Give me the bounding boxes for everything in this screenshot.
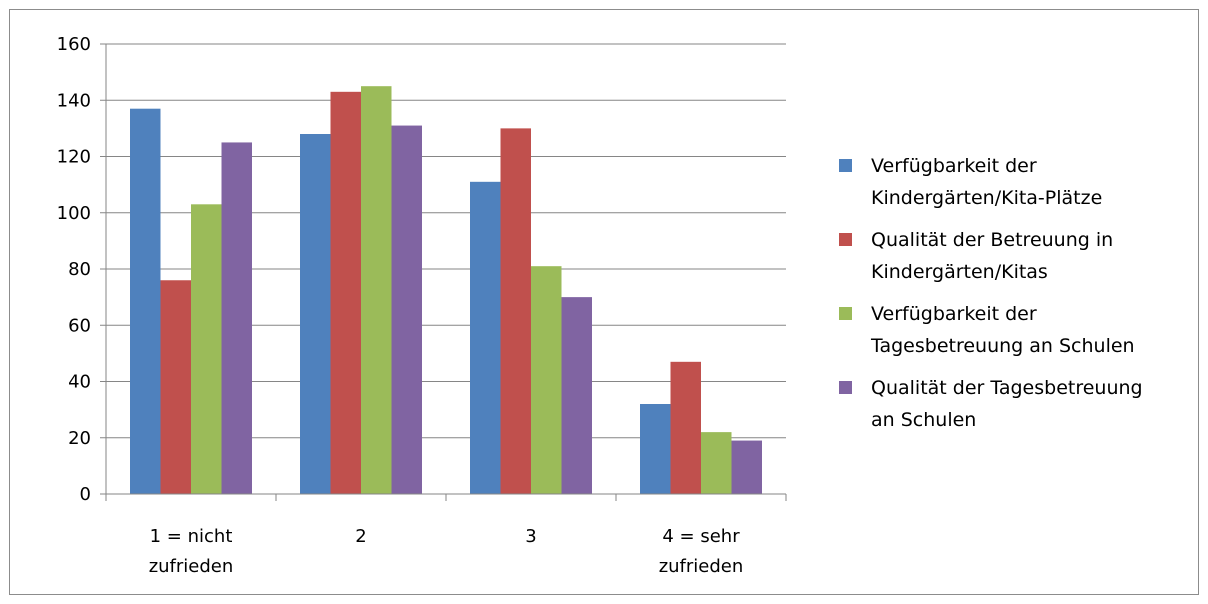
legend-swatch <box>839 233 852 246</box>
y-tick-label: 140 <box>57 90 91 111</box>
y-tick-labels: 0 20 40 60 80 100 120 140 160 <box>57 34 91 505</box>
legend: Verfügbarkeit der Kindergärten/Kita-Plätz… <box>839 155 1143 431</box>
legend-label: Verfügbarkeit der Kindergärten/Kita-Plätz… <box>871 155 1102 209</box>
legend-swatch <box>839 159 852 172</box>
y-tick-label: 120 <box>57 147 91 168</box>
bars <box>130 86 762 494</box>
legend-label: Qualität der Tagesbetreuung an Schulen <box>871 377 1143 431</box>
bar <box>300 134 331 494</box>
legend-label: Qualität der Betreuung in Kindergärten/Ki… <box>871 229 1113 283</box>
x-tick-label: 4 = sehr zufrieden <box>659 526 744 577</box>
axes <box>100 43 787 501</box>
bar <box>701 432 732 494</box>
bar <box>330 91 361 494</box>
x-tick-label: 3 <box>525 526 536 547</box>
bar <box>531 266 562 494</box>
bar <box>391 125 422 494</box>
bar <box>640 404 671 494</box>
bar <box>221 142 252 494</box>
bar <box>470 181 501 494</box>
bar <box>191 204 222 494</box>
y-tick-label: 0 <box>80 484 91 505</box>
x-tick-label: 2 <box>355 526 366 547</box>
bar <box>160 280 191 494</box>
bar <box>130 108 161 494</box>
bar <box>361 86 392 494</box>
y-tick-label: 40 <box>68 372 91 393</box>
y-tick-label: 80 <box>68 259 91 280</box>
y-tick-label: 20 <box>68 428 91 449</box>
x-tick-label: 1 = nicht zufrieden <box>149 526 234 577</box>
legend-label: Verfügbarkeit der Tagesbetreuung an Schul… <box>870 303 1135 357</box>
legend-swatch <box>839 307 852 320</box>
x-tick-labels: 1 = nicht zufrieden 2 3 4 = sehr zufrieden <box>149 526 744 577</box>
legend-swatch <box>839 381 852 394</box>
bar <box>670 361 701 494</box>
bar <box>561 297 592 494</box>
bar <box>731 440 762 494</box>
y-tick-label: 100 <box>57 203 91 224</box>
bar <box>500 128 531 494</box>
y-tick-label: 160 <box>57 34 91 55</box>
y-tick-label: 60 <box>68 315 91 336</box>
